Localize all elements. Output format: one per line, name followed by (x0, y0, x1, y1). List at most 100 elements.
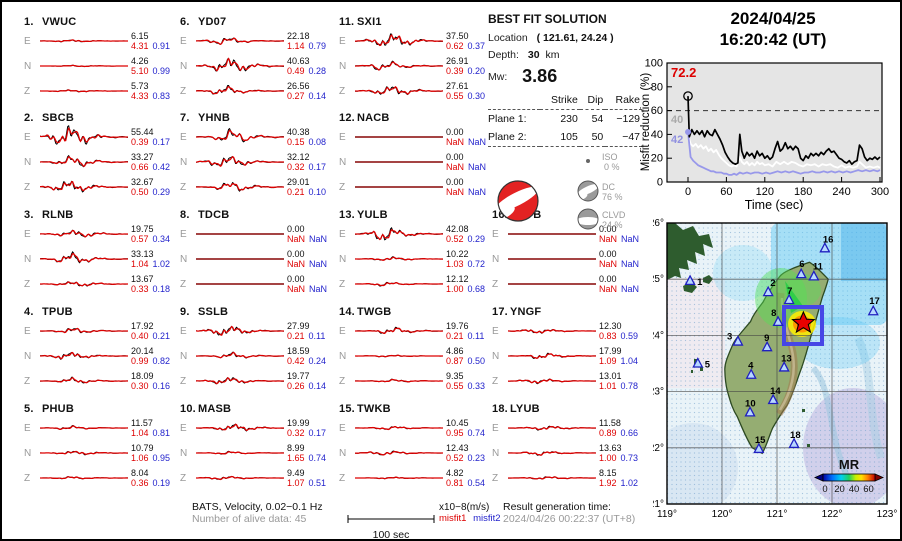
misfit1-value: 0.21 (287, 187, 305, 197)
waveform-trace (355, 281, 443, 287)
plane1-row: Plane 1: 230 54 −129 (488, 113, 640, 125)
trace-values: 4.86 0.87 0.50 (446, 346, 492, 366)
waveform-trace (355, 326, 443, 334)
svg-text:180: 180 (794, 186, 812, 198)
misfit2-value: 0.79 (308, 41, 327, 51)
waveform-trace (40, 154, 128, 168)
station-number-label: 6 (799, 259, 804, 270)
amplitude-value: 19.77 (287, 371, 310, 381)
amplitude-value: 9.49 (287, 468, 305, 478)
amplitude-value: 19.75 (131, 224, 154, 234)
svg-text:26°: 26° (653, 218, 664, 229)
misfit1-value: 0.50 (131, 187, 149, 197)
misfit1-value: 0.52 (446, 234, 464, 244)
misfit2-value: 0.17 (308, 428, 327, 438)
component-label: Z (339, 278, 346, 290)
dataset-line: BATS, Velocity, 0.02−0.1 Hz (192, 501, 323, 513)
misfit1-value: 0.36 (131, 478, 149, 488)
svg-text:60: 60 (720, 186, 732, 198)
trace-values: 8.15 1.92 1.02 (599, 468, 645, 488)
misfit1-value: NaN (287, 284, 306, 294)
amplitude-value: 9.35 (446, 371, 464, 381)
amplitude-units: x10−8(m/s) (439, 502, 490, 513)
component-row-e: E 11.57 1.04 0.81 (24, 416, 178, 440)
amplitude-value: 12.30 (599, 321, 622, 331)
trace-values: 4.26 5.10 0.99 (131, 56, 177, 76)
component-row-z: Z 0.00 NaN NaN (339, 175, 493, 199)
waveform-trace (40, 125, 128, 145)
waveform-trace (196, 325, 284, 336)
graticule (667, 223, 887, 504)
component-label: E (24, 422, 31, 434)
misfit1-value: 0.39 (131, 137, 149, 147)
station-header: 8. TDCB (180, 209, 230, 221)
amplitude-value: 0.00 (446, 177, 464, 187)
misfit1-value: 0.57 (131, 234, 149, 244)
component-row-z: Z 26.56 0.27 0.14 (180, 79, 334, 103)
trace-values: 18.59 0.42 0.24 (287, 346, 333, 366)
waveform-trace (355, 161, 443, 163)
trace-values: 6.15 4.31 0.91 (131, 31, 177, 51)
trace-values: 4.82 0.81 0.54 (446, 468, 492, 488)
misfit1-value: 0.99 (131, 356, 149, 366)
misfit2-value: 0.68 (467, 284, 486, 294)
station-number-label: 4 (748, 361, 754, 372)
waveform-trace (196, 258, 284, 260)
waveform-trace (508, 425, 596, 431)
component-label: Z (339, 181, 346, 193)
station-header: 17. YNGF (492, 306, 542, 318)
amplitude-value: 0.00 (287, 249, 305, 259)
event-title: 2024/04/25 16:20:42 (UT) (657, 8, 889, 50)
clvd-pct: 24 % (602, 220, 623, 230)
best-fit-panel: BEST FIT SOLUTION Location ( 121.61, 24.… (488, 12, 642, 240)
component-label: Z (24, 472, 31, 484)
component-row-e: E 19.99 0.32 0.17 (180, 416, 334, 440)
mw-value: 3.86 (522, 66, 558, 86)
misfit1-value: 0.26 (287, 381, 305, 391)
trace-values: 13.63 1.00 0.73 (599, 443, 645, 463)
trace-values: 13.01 1.01 0.78 (599, 371, 645, 391)
misfit1-value: NaN (287, 234, 306, 244)
misfit-series-white (687, 134, 881, 169)
component-row-e: E 0.00 NaN NaN (180, 222, 334, 246)
component-label: N (492, 447, 500, 459)
svg-text:40: 40 (651, 129, 663, 141)
china-coast (667, 223, 713, 280)
misfit2-value: NaN (468, 137, 487, 147)
waveform-trace (196, 423, 284, 432)
waveform-trace (196, 376, 284, 385)
component-label: N (492, 253, 500, 265)
station-triangle-icon-8 (772, 315, 784, 327)
misfit1-value: NaN (446, 187, 465, 197)
svg-text:100: 100 (645, 58, 663, 70)
misfit2-value: NaN (621, 284, 640, 294)
component-label: N (24, 156, 32, 168)
component-label: N (180, 156, 188, 168)
misfit2-value: 0.99 (152, 66, 171, 76)
station-triangle-icon-3 (732, 335, 744, 346)
waveform-trace (508, 283, 596, 285)
peak-marker (683, 91, 693, 101)
waveform-trace (196, 233, 284, 235)
component-row-z: Z 8.15 1.92 1.02 (492, 466, 646, 490)
misfit-ylabel: Misfit reduction (%) (640, 73, 652, 172)
taiwan-island (724, 261, 829, 455)
component-label: N (339, 447, 347, 459)
svg-text:120: 120 (756, 186, 774, 198)
waveform-trace (40, 64, 128, 68)
component-row-n: N 10.22 1.03 0.72 (339, 247, 493, 271)
trace-values: 0.00 NaN NaN (287, 224, 333, 244)
trace-values: 33.13 1.04 1.02 (131, 249, 177, 269)
dc-name: DC (602, 182, 615, 192)
source-region-square (782, 305, 824, 346)
svg-text:120°: 120° (712, 509, 733, 520)
component-label: E (339, 325, 346, 337)
amplitude-value: 11.58 (599, 418, 621, 428)
iso-dot-icon (586, 159, 590, 163)
station-number-label: 3 (727, 332, 732, 343)
dc-beachball-icon (577, 180, 599, 202)
station-header: 5. PHUB (24, 403, 74, 415)
blue-start-marker (685, 129, 691, 136)
white-start-label: 40 (671, 114, 683, 126)
